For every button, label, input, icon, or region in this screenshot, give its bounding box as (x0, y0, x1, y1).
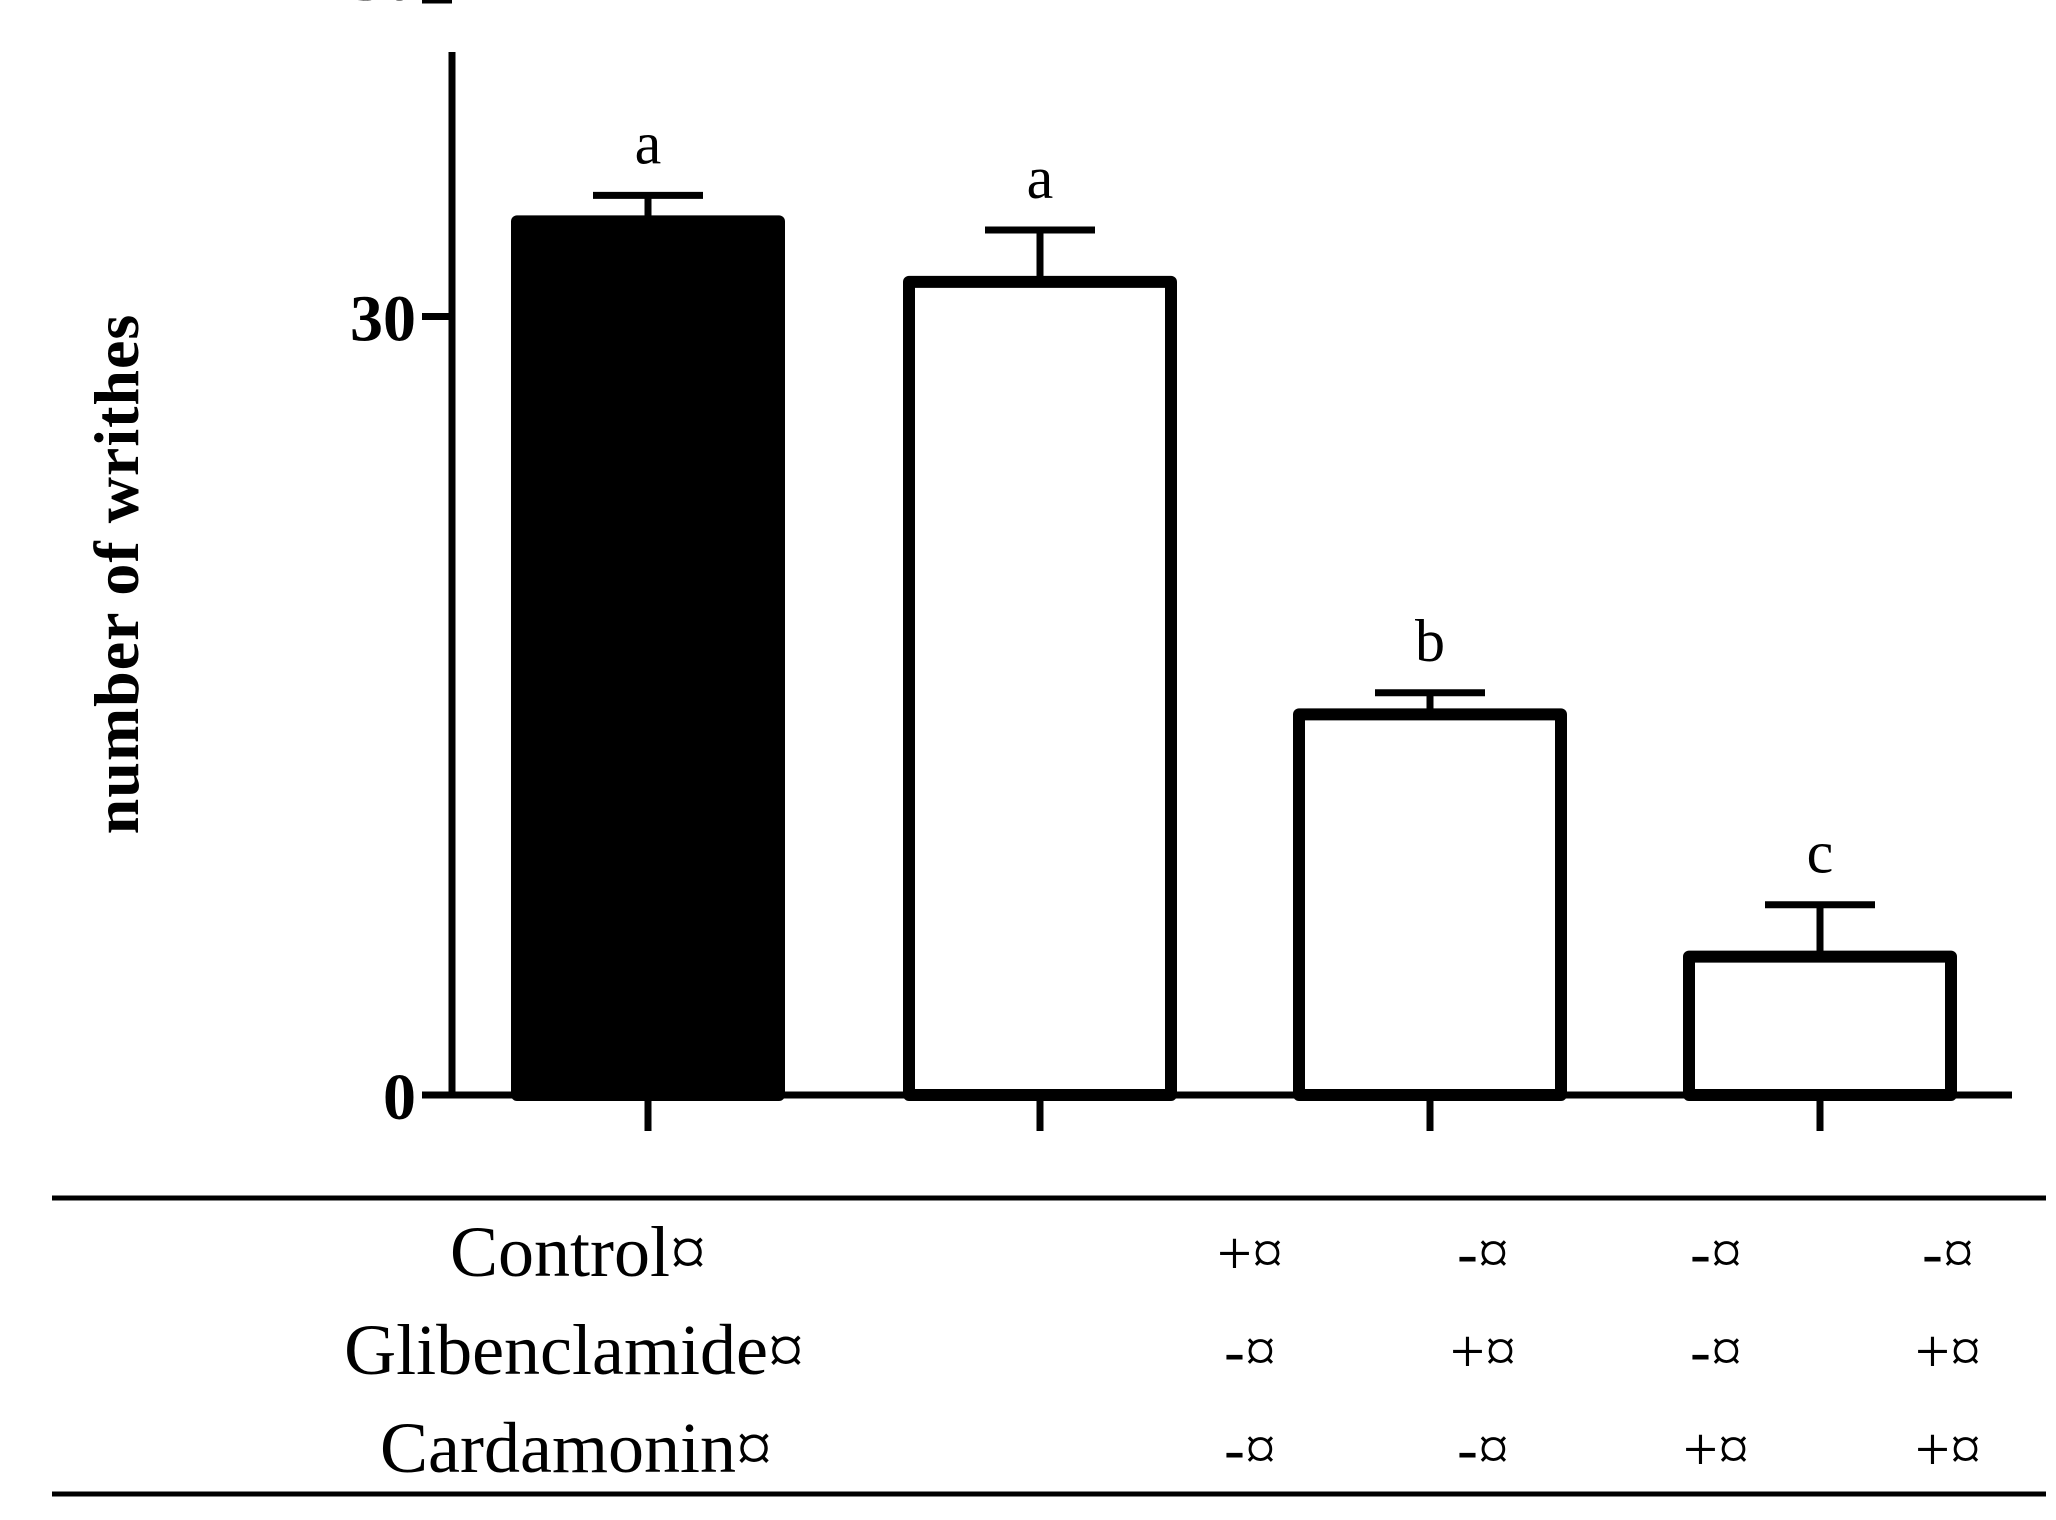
y-tick-label: 60 (350, 0, 416, 15)
bar-group-1: a (511, 110, 785, 1131)
y-tick-label: 0 (383, 1061, 416, 1134)
table-cell: -¤ (1690, 1318, 1742, 1386)
table-cell: -¤ (1224, 1416, 1276, 1484)
y-tick-4: 120 (317, 0, 452, 15)
table-cell: -¤ (1224, 1318, 1276, 1386)
bar-group-3: b (1293, 608, 1567, 1131)
y-tick-2: 60 (350, 0, 452, 15)
bar (903, 275, 1177, 1101)
y-axis-label: number of writhes (81, 314, 152, 835)
y-tick-label: 90 (350, 0, 416, 15)
bar-group-2: a (903, 145, 1177, 1131)
table-cell: +¤ (1915, 1416, 1981, 1484)
y-tick-3: 90 (350, 0, 452, 15)
row-label-cardamonin: Cardamonin¤ (380, 1408, 772, 1488)
significance-label: b (1415, 608, 1445, 674)
table-cell: -¤ (1922, 1220, 1974, 1288)
significance-label: c (1807, 820, 1834, 886)
y-tick-label: 30 (350, 283, 416, 356)
table-row-cardamonin: Cardamonin¤ -¤ -¤ +¤ +¤ (380, 1408, 1981, 1488)
table-cell: -¤ (1690, 1220, 1742, 1288)
table-cell: +¤ (1450, 1318, 1516, 1386)
table-row-glibenclamide: Glibenclamide¤ -¤ +¤ -¤ +¤ (344, 1310, 1981, 1390)
y-tick-label: 120 (317, 0, 416, 15)
table-cell: +¤ (1915, 1318, 1981, 1386)
row-label-control: Control¤ (450, 1212, 706, 1292)
significance-label: a (635, 110, 662, 176)
table-cell: -¤ (1457, 1220, 1509, 1288)
y-tick-1: 30 (350, 283, 452, 356)
table-cell: -¤ (1457, 1416, 1509, 1484)
significance-label: a (1027, 145, 1054, 211)
bar (511, 215, 785, 1102)
row-label-glibenclamide: Glibenclamide¤ (344, 1310, 804, 1390)
bar (1293, 708, 1567, 1102)
table-cell: +¤ (1683, 1416, 1749, 1484)
table-cell: +¤ (1217, 1220, 1283, 1288)
table-row-control: Control¤ +¤ -¤ -¤ -¤ (450, 1212, 1974, 1292)
bar (1683, 950, 1957, 1101)
y-tick-0: 0 (383, 1061, 452, 1134)
bar-group-4: c (1683, 820, 1957, 1131)
